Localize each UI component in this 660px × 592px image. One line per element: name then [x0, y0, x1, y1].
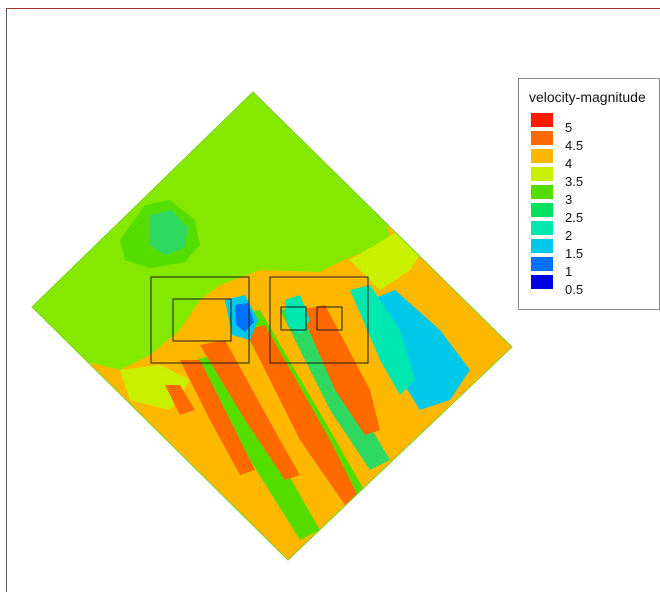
- legend-item: 0.5: [531, 275, 651, 297]
- legend-label: 4.5: [565, 138, 584, 153]
- legend-label: 0.5: [565, 282, 584, 297]
- legend-label: 3: [565, 192, 573, 207]
- building-outline-right-inner-1: [280, 306, 307, 331]
- streak-orange-3: [245, 325, 360, 505]
- legend-label: 4: [565, 156, 573, 171]
- streak-green-1: [195, 355, 320, 540]
- legend-label: 3.5: [565, 174, 584, 189]
- legend-label: 1.5: [565, 246, 584, 261]
- building-outline-left-outer: [150, 276, 250, 364]
- legend-label: 1: [565, 264, 573, 279]
- legend-item: 3.5: [531, 167, 651, 189]
- legend-swatch: [531, 221, 553, 235]
- contour-region-1.5: [370, 290, 470, 410]
- legend-item: 3: [531, 185, 651, 207]
- contour-region-2-small: [285, 295, 310, 335]
- legend-item: 1.5: [531, 239, 651, 261]
- legend: velocity-magnitude 5 4.5 4 3.5 3 2.5 2 1.5 1 0.5: [518, 78, 660, 310]
- legend-label: 5: [565, 120, 573, 135]
- legend-swatch: [531, 113, 553, 127]
- legend-item: 5: [531, 113, 651, 135]
- window-top-border: [0, 0, 660, 9]
- contour-region-2: [350, 285, 415, 395]
- legend-swatch: [531, 167, 553, 181]
- legend-swatch: [531, 257, 553, 271]
- building-outline-right-outer: [269, 276, 369, 364]
- streak-orange-1: [200, 340, 300, 480]
- legend-swatch: [531, 185, 553, 199]
- legend-item: 2: [531, 221, 651, 243]
- streak-orange-4: [300, 305, 380, 435]
- contour-region-2.5-patch: [150, 210, 188, 255]
- legend-item: 2.5: [531, 203, 651, 225]
- legend-item: 1: [531, 257, 651, 279]
- streak-orange-2: [180, 360, 255, 475]
- legend-label: 2: [565, 228, 573, 243]
- legend-item: 4: [531, 149, 651, 171]
- legend-label: 2.5: [565, 210, 584, 225]
- legend-swatch: [531, 275, 553, 289]
- legend-swatch: [531, 203, 553, 217]
- legend-swatch: [531, 149, 553, 163]
- streak-orange-5: [165, 385, 195, 415]
- legend-item: 4.5: [531, 131, 651, 153]
- domain-outline: [31, 91, 513, 561]
- legend-title: velocity-magnitude: [529, 89, 646, 105]
- window-left-border: [0, 8, 7, 592]
- building-outline-left-inner: [172, 298, 232, 342]
- building-outlines: [150, 276, 369, 364]
- legend-swatch: [531, 131, 553, 145]
- building-outline-right-inner-2: [316, 306, 343, 331]
- legend-swatch: [531, 239, 553, 253]
